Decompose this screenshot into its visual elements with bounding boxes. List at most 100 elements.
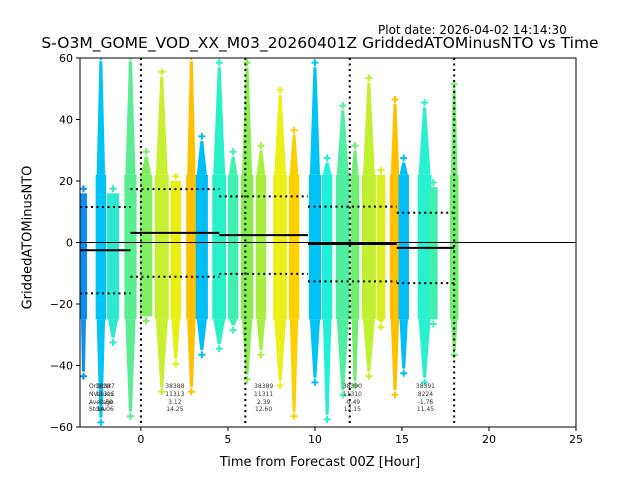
orbit-stat-value: -1.76 xyxy=(418,399,434,406)
outlier-marker xyxy=(421,99,429,107)
scan-column-bottom xyxy=(107,319,119,338)
outlier-marker xyxy=(80,372,87,380)
scan-column-bottom xyxy=(390,319,400,391)
outlier-marker xyxy=(391,96,399,104)
scan-column xyxy=(80,193,87,320)
x-tick-label: 25 xyxy=(569,433,583,446)
scan-column xyxy=(186,174,197,320)
outlier-marker xyxy=(172,172,180,180)
x-tick-label: 0 xyxy=(137,433,144,446)
chart-title: S-O3M_GOME_VOD_XX_M03_20260401Z GriddedA… xyxy=(41,34,599,52)
stats-header-label: Average xyxy=(89,399,114,406)
scan-column-bottom xyxy=(187,319,196,388)
plot-date: Plot date: 2026-04-02 14:14:30 xyxy=(378,23,567,37)
y-tick-label: 60 xyxy=(59,52,73,65)
orbit-stat-value: 38388 xyxy=(165,383,184,390)
outlier-marker xyxy=(391,391,399,399)
scan-column-bottom xyxy=(81,319,86,372)
scan-column xyxy=(95,174,107,320)
scan-column-bottom xyxy=(377,319,385,323)
outlier-marker xyxy=(311,378,319,386)
outlier-marker xyxy=(257,351,265,359)
scan-column xyxy=(335,174,350,320)
y-tick-label: 20 xyxy=(59,175,73,188)
outlier-marker xyxy=(187,388,195,396)
scan-column-bottom xyxy=(322,319,332,415)
orbit-stat-value: 11315 xyxy=(96,391,115,398)
scan-column xyxy=(170,181,181,320)
outlier-marker xyxy=(400,154,408,162)
x-ticks: 0 5 10 15 20 25 xyxy=(137,427,583,446)
orbit-stat-value: 3.12 xyxy=(168,399,182,406)
scan-column-top xyxy=(274,94,287,175)
y-tick-label: −40 xyxy=(50,360,73,373)
scan-column-top xyxy=(155,76,168,175)
outlier-marker xyxy=(421,378,429,386)
scan-column-top xyxy=(141,156,152,175)
orbit-stat-value: -0.49 xyxy=(345,399,361,406)
outlier-marker xyxy=(400,369,408,377)
scan-column-bottom xyxy=(274,319,287,381)
outlier-marker xyxy=(377,166,385,174)
scan-column xyxy=(308,174,322,320)
scan-column-top xyxy=(336,110,349,175)
orbit-stat-value: 14.25 xyxy=(166,406,183,413)
x-axis-label: Time from Forecast 00Z [Hour] xyxy=(219,455,421,470)
scan-column-bottom xyxy=(125,319,136,412)
y-tick-label: −20 xyxy=(50,298,73,311)
scan-column-bottom xyxy=(213,319,226,344)
scan-column-bottom xyxy=(309,319,321,378)
orbit-stat-value: 38389 xyxy=(254,383,273,390)
scan-column-bottom xyxy=(362,319,375,372)
orbit-stat-value: 12.60 xyxy=(255,406,272,413)
outlier-marker xyxy=(450,351,458,359)
y-ticks: −60 −40 −20 0 20 40 60 xyxy=(50,52,80,434)
outlier-marker xyxy=(190,58,193,60)
scan-column-top xyxy=(241,67,253,175)
outlier-marker xyxy=(311,59,319,67)
x-tick-label: 10 xyxy=(308,433,322,446)
outlier-marker xyxy=(229,148,237,156)
x-tick-label: 20 xyxy=(482,433,496,446)
stats-header-label: NValues xyxy=(89,391,113,398)
scan-column xyxy=(350,174,360,320)
orbit-stat-value: 38387 xyxy=(96,383,115,390)
scan-column-top xyxy=(450,88,458,175)
scan-column xyxy=(124,174,137,320)
scan-column xyxy=(255,174,267,320)
orbit-stat-value: 2.39 xyxy=(257,399,271,406)
scan-column xyxy=(288,174,300,320)
outlier-marker xyxy=(109,338,117,346)
scan-column-top xyxy=(213,67,226,175)
scan-column-bottom xyxy=(399,319,408,369)
outlier-marker xyxy=(158,388,166,396)
outlier-marker xyxy=(99,58,102,60)
outlier-marker xyxy=(229,326,237,334)
scan-column xyxy=(376,174,386,320)
scan-column xyxy=(273,174,288,320)
outlier-marker xyxy=(351,142,359,150)
outlier-marker xyxy=(198,351,206,359)
scan-column-top xyxy=(418,107,431,175)
outlier-marker xyxy=(215,59,223,67)
outlier-marker xyxy=(276,381,284,389)
orbit-stat-value: 8224 xyxy=(418,391,433,398)
scan-column-bottom xyxy=(196,319,207,351)
scan-column-bottom xyxy=(289,319,299,412)
outlier-marker xyxy=(339,391,347,399)
outlier-marker xyxy=(198,132,206,140)
scan-column-top xyxy=(228,156,238,175)
scan-column-bottom xyxy=(351,319,359,381)
scan-column-top xyxy=(96,61,106,175)
scan-column xyxy=(106,193,120,320)
scan-column-bottom xyxy=(256,319,266,351)
scan-column xyxy=(195,174,208,320)
outlier-marker xyxy=(365,74,373,82)
outlier-marker xyxy=(257,142,265,150)
outlier-marker xyxy=(142,148,150,156)
scan-column-top xyxy=(256,150,266,175)
scan-column-bottom xyxy=(96,319,106,418)
outlier-marker xyxy=(290,126,298,134)
scan-column-bottom xyxy=(418,319,431,378)
stat-lines xyxy=(80,58,576,427)
